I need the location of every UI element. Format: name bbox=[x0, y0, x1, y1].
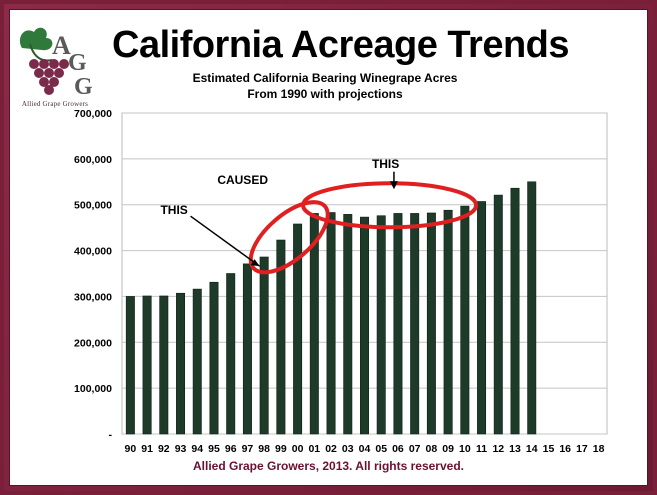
x-tick-label: 16 bbox=[559, 443, 571, 455]
bar bbox=[125, 296, 135, 435]
x-tick-label: 01 bbox=[308, 443, 320, 455]
annotations: THIS CAUSED THIS bbox=[160, 157, 479, 275]
logo-letter-g2: G bbox=[74, 74, 93, 100]
x-tick-label: 09 bbox=[442, 443, 454, 455]
chart-subtitle: Estimated California Bearing Winegrape A… bbox=[160, 70, 490, 102]
highlight-ellipse-plateau bbox=[301, 181, 479, 230]
x-tick-label: 99 bbox=[275, 443, 287, 455]
allied-grape-growers-logo: A G G Allied Grape Growers bbox=[12, 18, 98, 114]
x-tick-label: 96 bbox=[225, 443, 237, 455]
bar bbox=[527, 181, 537, 435]
x-tick-label: 00 bbox=[292, 443, 304, 455]
bar bbox=[343, 214, 353, 435]
x-tick-label: 03 bbox=[342, 443, 354, 455]
x-tick-label: 17 bbox=[576, 443, 588, 455]
bar bbox=[410, 213, 420, 435]
x-tick-label: 02 bbox=[325, 443, 337, 455]
x-tick-label: 97 bbox=[242, 443, 254, 455]
x-tick-label: 95 bbox=[208, 443, 220, 455]
bar bbox=[360, 216, 369, 435]
bar bbox=[326, 212, 336, 435]
bar bbox=[226, 273, 236, 435]
annotation-caused: CAUSED bbox=[217, 173, 268, 187]
bar bbox=[376, 215, 386, 435]
x-tick-label: 08 bbox=[426, 443, 438, 455]
bar bbox=[242, 263, 252, 435]
y-axis-ticks: - 100,000 200,000 300,000 400,000 500,000 600,… bbox=[74, 108, 112, 441]
bar bbox=[209, 281, 219, 435]
x-tick-label: 12 bbox=[492, 443, 504, 455]
x-tick-label: 13 bbox=[509, 443, 521, 455]
bar bbox=[259, 256, 269, 435]
arrow-head-down-icon bbox=[389, 181, 398, 190]
x-tick-label: 07 bbox=[409, 443, 421, 455]
x-tick-label: 10 bbox=[459, 443, 471, 455]
y-tick-label: 600,000 bbox=[74, 154, 112, 166]
x-tick-label: 92 bbox=[158, 443, 170, 455]
bar bbox=[293, 223, 303, 435]
x-tick-label: 04 bbox=[359, 443, 371, 455]
x-tick-label: 05 bbox=[375, 443, 387, 455]
y-tick-label: 700,000 bbox=[74, 108, 112, 120]
x-tick-label: 15 bbox=[543, 443, 555, 455]
bar bbox=[309, 213, 319, 435]
logo-letter-g1: G bbox=[68, 50, 87, 76]
arrow-head-right-icon bbox=[250, 259, 260, 267]
bar bbox=[276, 239, 286, 435]
bars bbox=[125, 181, 537, 435]
page-title: California Acreage Trends bbox=[112, 24, 570, 66]
bar bbox=[142, 295, 152, 435]
x-tick-label: 93 bbox=[175, 443, 187, 455]
x-tick-label: 94 bbox=[191, 443, 203, 455]
y-tick-label: - bbox=[109, 429, 113, 441]
y-tick-label: 300,000 bbox=[74, 291, 112, 303]
y-tick-label: 100,000 bbox=[74, 383, 112, 395]
highlight-ellipse-rise bbox=[248, 200, 330, 275]
bar bbox=[426, 212, 436, 435]
copyright-footer: Allied Grape Growers, 2013. All rights r… bbox=[192, 459, 464, 473]
x-tick-label: 06 bbox=[392, 443, 404, 455]
arrow-line-1 bbox=[190, 215, 261, 267]
logo-letter-a: A bbox=[52, 31, 71, 60]
x-axis-ticks: 90 91 92 93 94 95 96 97 98 99 00 01 02 03 04 05 06 07 08 09… bbox=[125, 443, 605, 455]
x-tick-label: 98 bbox=[258, 443, 270, 455]
bar bbox=[393, 213, 403, 435]
bar bbox=[510, 187, 520, 435]
y-tick-label: 500,000 bbox=[74, 200, 112, 212]
bar bbox=[176, 292, 186, 435]
x-tick-label: 90 bbox=[125, 443, 137, 455]
bar bbox=[192, 288, 202, 435]
annotation-this-2: THIS bbox=[372, 157, 399, 171]
x-tick-label: 14 bbox=[526, 443, 538, 455]
bar bbox=[493, 194, 503, 435]
y-tick-label: 200,000 bbox=[74, 337, 112, 349]
grape-cluster-icon: A G G bbox=[19, 27, 93, 100]
subtitle-line-1: Estimated California Bearing Winegrape A… bbox=[192, 71, 458, 85]
bar bbox=[159, 295, 169, 435]
x-tick-label: 11 bbox=[476, 443, 487, 455]
leaf-icon bbox=[19, 27, 53, 51]
x-tick-label: 18 bbox=[593, 443, 605, 455]
annotation-this-1: THIS bbox=[160, 203, 187, 217]
bar bbox=[477, 201, 487, 435]
y-tick-label: 400,000 bbox=[74, 246, 112, 258]
subtitle-line-2: From 1990 with projections bbox=[247, 87, 403, 101]
logo-text: Allied Grape Growers bbox=[21, 100, 89, 108]
bar bbox=[443, 209, 453, 435]
x-tick-label: 91 bbox=[141, 443, 153, 455]
grape-icon bbox=[29, 59, 69, 95]
bar bbox=[460, 205, 470, 435]
